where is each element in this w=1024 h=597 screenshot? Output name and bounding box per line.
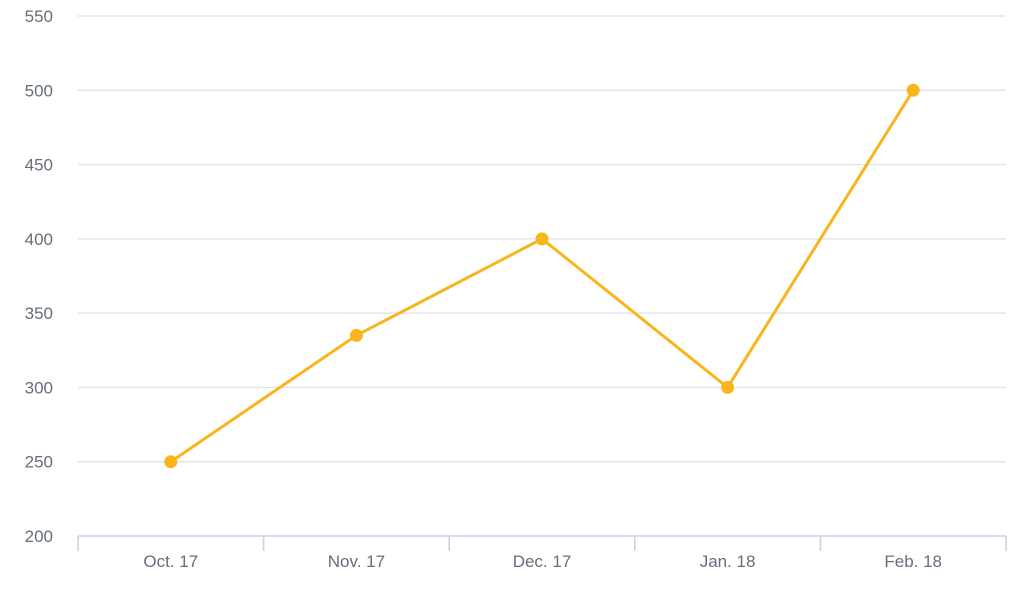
x-tick-label: Dec. 17 — [513, 552, 572, 571]
y-tick-label: 250 — [25, 453, 53, 472]
x-tick-label: Nov. 17 — [328, 552, 385, 571]
y-tick-label: 450 — [25, 156, 53, 175]
series-layer — [164, 83, 920, 469]
y-tick-label: 200 — [25, 527, 53, 546]
y-tick-label: 550 — [25, 7, 53, 26]
data-point-jan-18[interactable] — [721, 380, 735, 394]
x-tick-label: Oct. 17 — [143, 552, 198, 571]
data-point-oct-17[interactable] — [164, 455, 178, 469]
grid-lines — [78, 15, 1006, 463]
y-tick-label: 500 — [25, 81, 53, 100]
x-tick-label: Jan. 18 — [700, 552, 756, 571]
x-tick-label: Feb. 18 — [884, 552, 942, 571]
x-axis-labels: Oct. 17 Nov. 17 Dec. 17 Jan. 18 Feb. 18 — [143, 552, 942, 571]
data-point-dec-17[interactable] — [535, 232, 549, 246]
y-axis-labels: 200 250 300 350 400 450 500 550 — [25, 7, 53, 546]
series-line — [169, 88, 915, 464]
y-tick-label: 400 — [25, 230, 53, 249]
y-tick-label: 350 — [25, 304, 53, 323]
data-point-feb-18[interactable] — [906, 83, 920, 97]
x-axis — [77, 535, 1007, 551]
data-point-nov-17[interactable] — [349, 328, 363, 342]
y-tick-label: 300 — [25, 378, 53, 397]
